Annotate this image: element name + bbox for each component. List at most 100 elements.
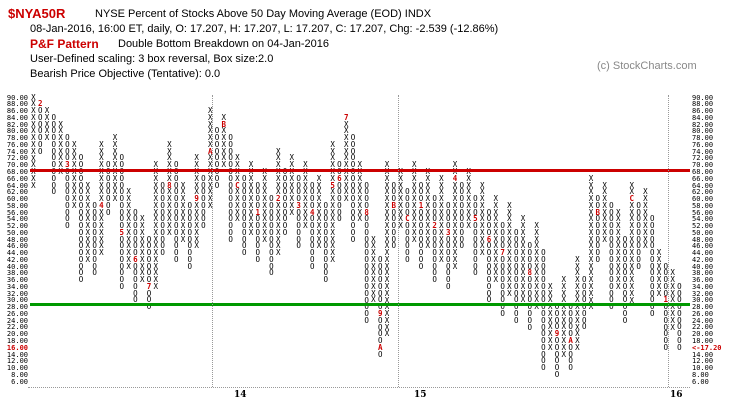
price-label-right: 10.00 (692, 364, 714, 373)
pnf-column-o: O O O O O O O O O O (677, 281, 682, 352)
copyright-text: (c) StockCharts.com (597, 60, 697, 72)
pnf-column-o: O O O 1 O O O O O O O O O (418, 180, 424, 271)
pnf-column-x: X X X X X X 5 X X X X X X X X X X X (330, 139, 335, 264)
pnf-column-x: X X C X X X X X X X X X X X X X X X (629, 180, 635, 305)
pnf-column-x: X X X X X X X (656, 248, 662, 298)
price-label-right: 90.00 (692, 93, 714, 102)
pnf-column-x: X X X X X X X X X X (139, 214, 145, 285)
pnf-column-o: O O O O O O O O O O O O (269, 194, 274, 278)
price-label-right: 84.00 (692, 113, 714, 122)
pnf-column-o: O O O O 7 O O O O O O O O O (500, 221, 505, 318)
price-label-right: 32.00 (692, 289, 714, 298)
pnf-column-x: X X X X X X X X X X (303, 160, 308, 231)
price-label-left: 34.00 (6, 282, 28, 291)
price-label-left: 50.00 (6, 228, 28, 237)
pnf-column-o: O O O O O O O O O O O O O O (513, 227, 519, 325)
price-label-left: 46.00 (6, 242, 28, 251)
price-label-right: 46.00 (692, 242, 714, 251)
price-label-left: 40.00 (6, 262, 28, 271)
price-label-right: 64.00 (692, 181, 714, 190)
pnf-column-o: O O O O 8 O O O O O O O O (527, 241, 533, 332)
pnf-column-o: O O O O O O O O 9 O O O O A O (377, 254, 383, 359)
price-label-left: 10.00 (6, 364, 28, 373)
price-label-left: 28.00 (6, 303, 28, 312)
pnf-column-o: O O O O O O O O O O O O O (622, 234, 628, 325)
pnf-column-o: O O O O O O O O O O O (160, 180, 165, 258)
pnf-column-x: X X X X X X X X X X X X (615, 207, 621, 291)
price-label-right: 58.00 (692, 201, 714, 210)
pnf-column-o: O O O O O O O O (201, 173, 206, 231)
support-line (30, 303, 690, 307)
pnf-column-x: X X X X X X 8 X X X X X X X (167, 139, 172, 237)
price-label-left: 48.00 (6, 235, 28, 244)
price-label-right: 20.00 (692, 330, 714, 339)
price-label-left: 6.00 (11, 377, 28, 386)
price-label-right: 12.00 (692, 357, 714, 366)
price-label-right: 14.00 (692, 350, 714, 359)
pnf-column-x: X X X X X X X X X X X X X (520, 214, 526, 305)
year-label: 16 (670, 390, 683, 401)
price-label-left: 60.00 (6, 195, 28, 204)
price-label-right: 28.00 (692, 303, 714, 312)
price-label-left: 68.00 (6, 167, 28, 176)
pnf-column-o: O O O 5 O O O O O O O O (473, 194, 478, 278)
price-label-left: 90.00 (6, 93, 28, 102)
price-label-right: 88.00 (692, 100, 714, 109)
pnf-column-x: X X X X X X X X X X X X X X (507, 200, 512, 298)
price-label-left: 30.00 (6, 296, 28, 305)
pnf-column-o: O O O O C O O O O O O (405, 187, 410, 264)
price-label-left: 8.00 (11, 370, 28, 379)
scaling-text: User-Defined scaling: 3 box reversal, Bo… (30, 53, 274, 65)
price-label-right: 86.00 (692, 107, 714, 116)
pnf-column-o: O O O O O O O O O O (459, 180, 465, 251)
price-label-left: 64.00 (6, 181, 28, 190)
year-gridline (398, 94, 399, 388)
pnf-column-x: X X X X X X X 2 X X X X X X X X (275, 146, 281, 258)
pnf-column-x: X X X X X X X X X X X X X (534, 221, 539, 312)
pnf-column-o: O O O O 4 O O O O O O O O (309, 180, 315, 271)
year-label: 14 (234, 390, 247, 401)
price-label-right: 76.00 (692, 140, 714, 149)
price-label-left: 88.00 (6, 100, 28, 109)
pnf-column-x: X X X X X X X X X X (371, 234, 376, 305)
pnf-column-o: O O O O O O O O O O (187, 200, 193, 271)
year-gridline (212, 94, 213, 388)
pnf-column-o: O O O O O O O O O O O O (51, 112, 57, 197)
pnf-column-x: X X X X X X X X X X X X (85, 180, 91, 264)
price-label-right: 70.00 (692, 161, 714, 170)
pnf-column-x: X B X X X X X X (221, 112, 227, 170)
price-label-left: 72.00 (6, 154, 28, 163)
pnf-column-x: X X X X X X X X X (180, 180, 186, 244)
price-label-right: 30.00 (692, 296, 714, 305)
pnf-column-o: O O O O 3 O O O O O O O O (445, 200, 451, 291)
pnf-column-o: O O O O O O O O O O O (92, 200, 97, 278)
pnf-column-x: X X X X X X X X X X (547, 281, 553, 352)
price-label-left: 86.00 (6, 107, 28, 116)
price-label-right: 74.00 (692, 147, 714, 156)
pnf-column-x: X X X X X X X X X X X (316, 173, 322, 251)
price-label-left: 66.00 (6, 174, 28, 183)
pnf-column-x: X X X X C X X X X X (235, 153, 240, 224)
price-label-left: 18.00 (6, 336, 28, 345)
pnf-column-o: O O O O 6 O O O O O O O O O (486, 207, 492, 305)
pnf-column-x: X X X X X X X X X X X (248, 160, 254, 237)
pnf-column-x: X X X X X X X X X (602, 180, 607, 244)
price-label-right: 50.00 (692, 228, 714, 237)
price-label-left: 70.00 (6, 161, 28, 170)
ticker-symbol: $NYA50R (8, 6, 66, 21)
pnf-column-o: O O O O O O O 6 O O O O O O (133, 207, 138, 305)
price-label-left: 12.00 (6, 357, 28, 366)
price-label-right: 26.00 (692, 309, 714, 318)
pnf-column-x: X X X X X X X X X X X X (561, 275, 567, 359)
pnf-column-x: X X X X X X X X X 4 X X X X X X X (99, 139, 104, 258)
pnf-column-o: O O O O 1 O O O O O O O (255, 180, 261, 264)
pnf-column-x: X X X X X X X X X (670, 268, 675, 332)
pnf-column-o: O O O O 3 O O O O O O O O O (65, 133, 70, 231)
pnf-column-o: O O O O O O O O O (214, 126, 220, 190)
x-axis-baseline (28, 387, 690, 389)
price-label-right: 18.00 (692, 336, 714, 345)
price-label-right: 80.00 (692, 127, 714, 136)
year-label: 15 (414, 390, 427, 401)
pattern-label: P&F Pattern (30, 37, 99, 51)
